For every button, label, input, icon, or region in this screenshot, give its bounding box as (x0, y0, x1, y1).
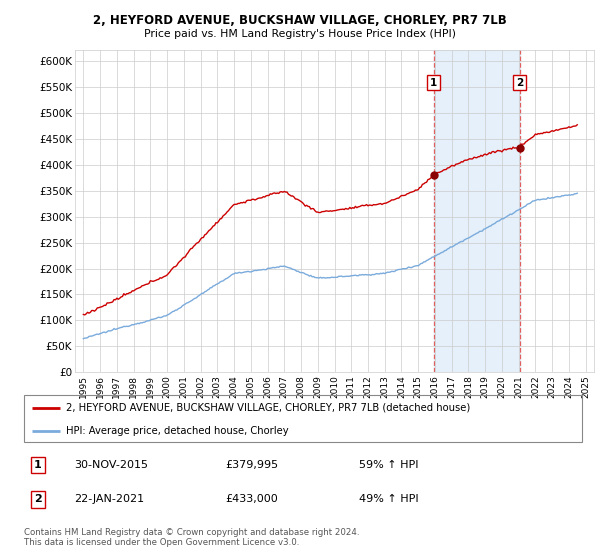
Text: 2, HEYFORD AVENUE, BUCKSHAW VILLAGE, CHORLEY, PR7 7LB (detached house): 2, HEYFORD AVENUE, BUCKSHAW VILLAGE, CHO… (66, 403, 470, 413)
Bar (434, 50, 520, 372)
Text: 2: 2 (516, 78, 523, 87)
Text: 59% ↑ HPI: 59% ↑ HPI (359, 460, 418, 470)
Text: 49% ↑ HPI: 49% ↑ HPI (359, 494, 418, 505)
Text: Price paid vs. HM Land Registry's House Price Index (HPI): Price paid vs. HM Land Registry's House … (144, 29, 456, 39)
Text: 2: 2 (34, 494, 42, 505)
Text: 2, HEYFORD AVENUE, BUCKSHAW VILLAGE, CHORLEY, PR7 7LB: 2, HEYFORD AVENUE, BUCKSHAW VILLAGE, CHO… (93, 14, 507, 27)
Text: £379,995: £379,995 (225, 460, 278, 470)
Text: £433,000: £433,000 (225, 494, 278, 505)
Text: Contains HM Land Registry data © Crown copyright and database right 2024.
This d: Contains HM Land Registry data © Crown c… (24, 528, 359, 547)
Text: HPI: Average price, detached house, Chorley: HPI: Average price, detached house, Chor… (66, 426, 289, 436)
Text: 22-JAN-2021: 22-JAN-2021 (74, 494, 145, 505)
Text: 30-NOV-2015: 30-NOV-2015 (74, 460, 148, 470)
Text: 1: 1 (34, 460, 42, 470)
Text: 1: 1 (430, 78, 437, 87)
